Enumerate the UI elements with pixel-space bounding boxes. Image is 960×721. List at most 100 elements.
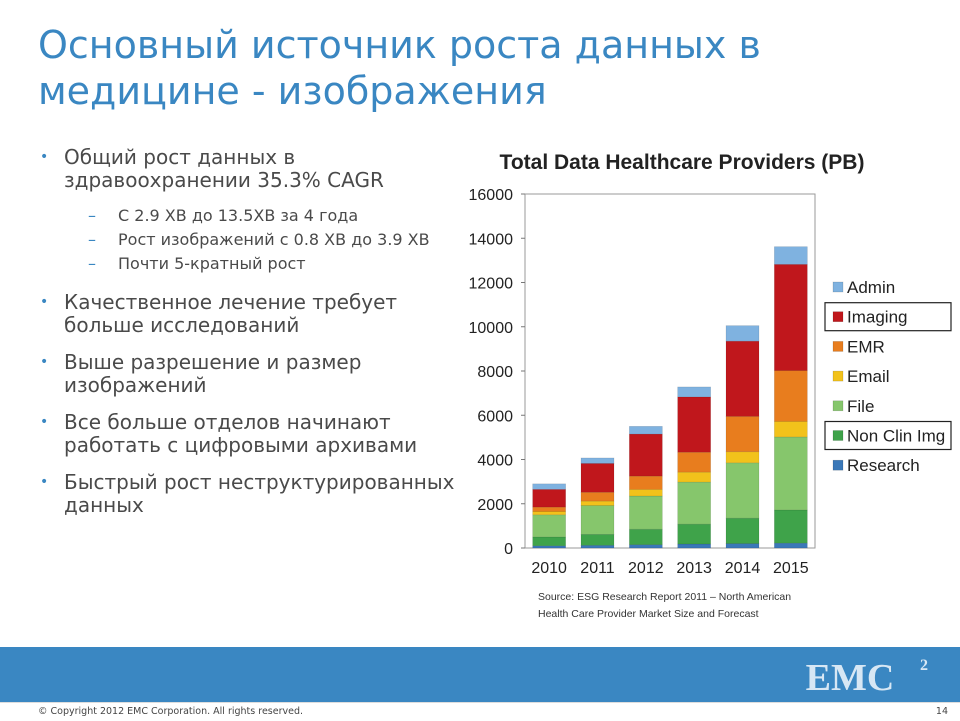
bar-segment	[725, 462, 760, 519]
bar-segment	[774, 246, 808, 265]
dash-icon: –	[88, 230, 96, 249]
bullet-text: Выше разрешение и размер изображений	[64, 350, 362, 397]
bar-segment	[629, 528, 663, 545]
bar-segment	[677, 451, 711, 473]
x-tick-label: 2010	[531, 560, 567, 577]
bar-segment	[725, 451, 760, 464]
legend-label: Imaging	[847, 308, 907, 327]
bar-segment	[532, 536, 566, 547]
y-tick-label: 6000	[477, 408, 513, 425]
legend-swatch	[832, 459, 844, 471]
bar-segment	[580, 463, 615, 493]
slide-title: Основный источник роста данных в медицин…	[38, 23, 761, 113]
bullet-dot-icon: •	[40, 414, 49, 430]
bar-segment	[677, 523, 711, 545]
bar-segment	[580, 457, 615, 464]
plot-frame	[524, 193, 816, 549]
bar-segment	[629, 544, 663, 549]
bullet-text: Качественное лечение требует больше иссл…	[64, 290, 398, 337]
legend-swatch	[832, 430, 844, 441]
bar-segment	[774, 509, 808, 544]
source-line: Health Care Provider Market Size and For…	[538, 608, 759, 620]
bullet-list: • Общий рост данных в здравоохранении 35.…	[38, 146, 458, 531]
bar-segment	[580, 491, 615, 502]
y-tick-label: 4000	[477, 453, 513, 470]
legend-swatch	[832, 311, 844, 322]
plot-area: 0 2000 4000 6000 8000 10000 12000 14000 16000 201…	[469, 187, 816, 577]
page-number: 14	[935, 706, 948, 717]
bar-segment	[774, 436, 808, 511]
bullet-dot-icon: •	[40, 294, 49, 310]
bar-segment	[532, 511, 566, 516]
bullet-item: • Выше разрешение и размер изображений	[38, 351, 458, 397]
bullet-item: • Все больше отделов начинают работать с …	[38, 411, 458, 457]
bar-segment	[774, 264, 808, 371]
y-tick-label: 14000	[469, 231, 514, 248]
bullet-dot-icon: •	[40, 149, 49, 165]
legend-swatch	[832, 341, 844, 352]
chart-source: Source: ESG Research Report 2011 – North…	[538, 589, 858, 623]
y-tick-label: 0	[504, 541, 513, 558]
bar-segment	[677, 471, 711, 483]
y-tick-label: 2000	[477, 497, 513, 514]
bar-segment	[725, 325, 760, 342]
bullet-dot-icon: •	[40, 474, 49, 490]
bar-segment	[774, 542, 808, 549]
bar-segment	[580, 545, 615, 549]
bar-segment	[725, 517, 760, 544]
legend-label: Email	[847, 367, 890, 386]
footer-band: EMC 2	[0, 647, 960, 702]
sub-bullet-list: – С 2.9 XB до 13.5XB за 4 года – Рост изоб…	[38, 206, 458, 273]
bar-segment	[580, 533, 615, 546]
bullet-item: • Общий рост данных в здравоохранении 35.…	[38, 146, 458, 192]
sub-bullet-item: – Рост изображений с 0.8 XB до 3.9 XB	[38, 230, 458, 249]
x-tick-label: 2011	[580, 560, 615, 577]
bar-segment	[532, 514, 566, 538]
source-line: Source: ESG Research Report 2011 – North…	[538, 591, 792, 603]
bar-segment	[677, 386, 711, 398]
x-tick-label: 2015	[773, 560, 809, 577]
x-tick-label: 2013	[676, 560, 712, 577]
copyright-text: © Copyright 2012 EMC Corporation. All ri…	[38, 706, 304, 717]
logo-text: EMC	[806, 657, 895, 696]
emc-logo: EMC 2	[806, 657, 928, 696]
stacked-bar-chart: Total Data Healthcare Providers (PB) 0 20…	[469, 151, 952, 577]
logo-superscript: 2	[920, 657, 928, 674]
bar-segment	[532, 506, 566, 512]
bullet-item: • Качественное лечение требует больше исс…	[38, 291, 458, 337]
legend-swatch	[832, 400, 844, 412]
sub-bullet-item: – С 2.9 XB до 13.5XB за 4 года	[38, 206, 458, 225]
legend-swatch	[832, 370, 844, 382]
sub-bullet-text: Почти 5-кратный рост	[118, 254, 306, 273]
bullet-dot-icon: •	[40, 354, 49, 370]
chart-legend: Admin Imaging EMR Email File Non Clin Img Rese…	[824, 278, 952, 475]
y-tick-label: 12000	[469, 276, 514, 293]
sub-bullet-text: Рост изображений с 0.8 XB до 3.9 XB	[118, 230, 430, 249]
bar-segment	[774, 370, 808, 422]
y-tick-label: 8000	[477, 364, 513, 381]
y-tick-label: 10000	[469, 320, 514, 337]
dash-icon: –	[88, 254, 96, 273]
x-tick-label: 2012	[628, 560, 664, 577]
bar-segment	[532, 545, 566, 549]
dash-icon: –	[88, 206, 96, 225]
legend-label: EMR	[847, 337, 885, 356]
bar-segment	[580, 500, 615, 506]
legend-label: File	[847, 397, 874, 416]
legend-swatch	[832, 281, 844, 293]
bar-segment	[580, 505, 615, 535]
legend-highlight-box	[824, 302, 952, 332]
bullet-text: Все больше отделов начинают работать с ц…	[64, 410, 418, 457]
bar-segment	[774, 421, 808, 438]
bar-segment	[677, 543, 711, 549]
legend-label: Admin	[847, 278, 895, 297]
bar-segment	[677, 396, 711, 453]
y-tick-label: 16000	[469, 187, 514, 204]
bar-segment	[629, 426, 663, 435]
sub-bullet-item: – Почти 5-кратный рост	[38, 254, 458, 273]
bar-segment	[725, 543, 760, 549]
bar-segment	[629, 475, 663, 490]
bar-segment	[629, 489, 663, 497]
footer: © Copyright 2012 EMC Corporation. All ri…	[0, 702, 960, 721]
bar-segment	[677, 481, 711, 525]
